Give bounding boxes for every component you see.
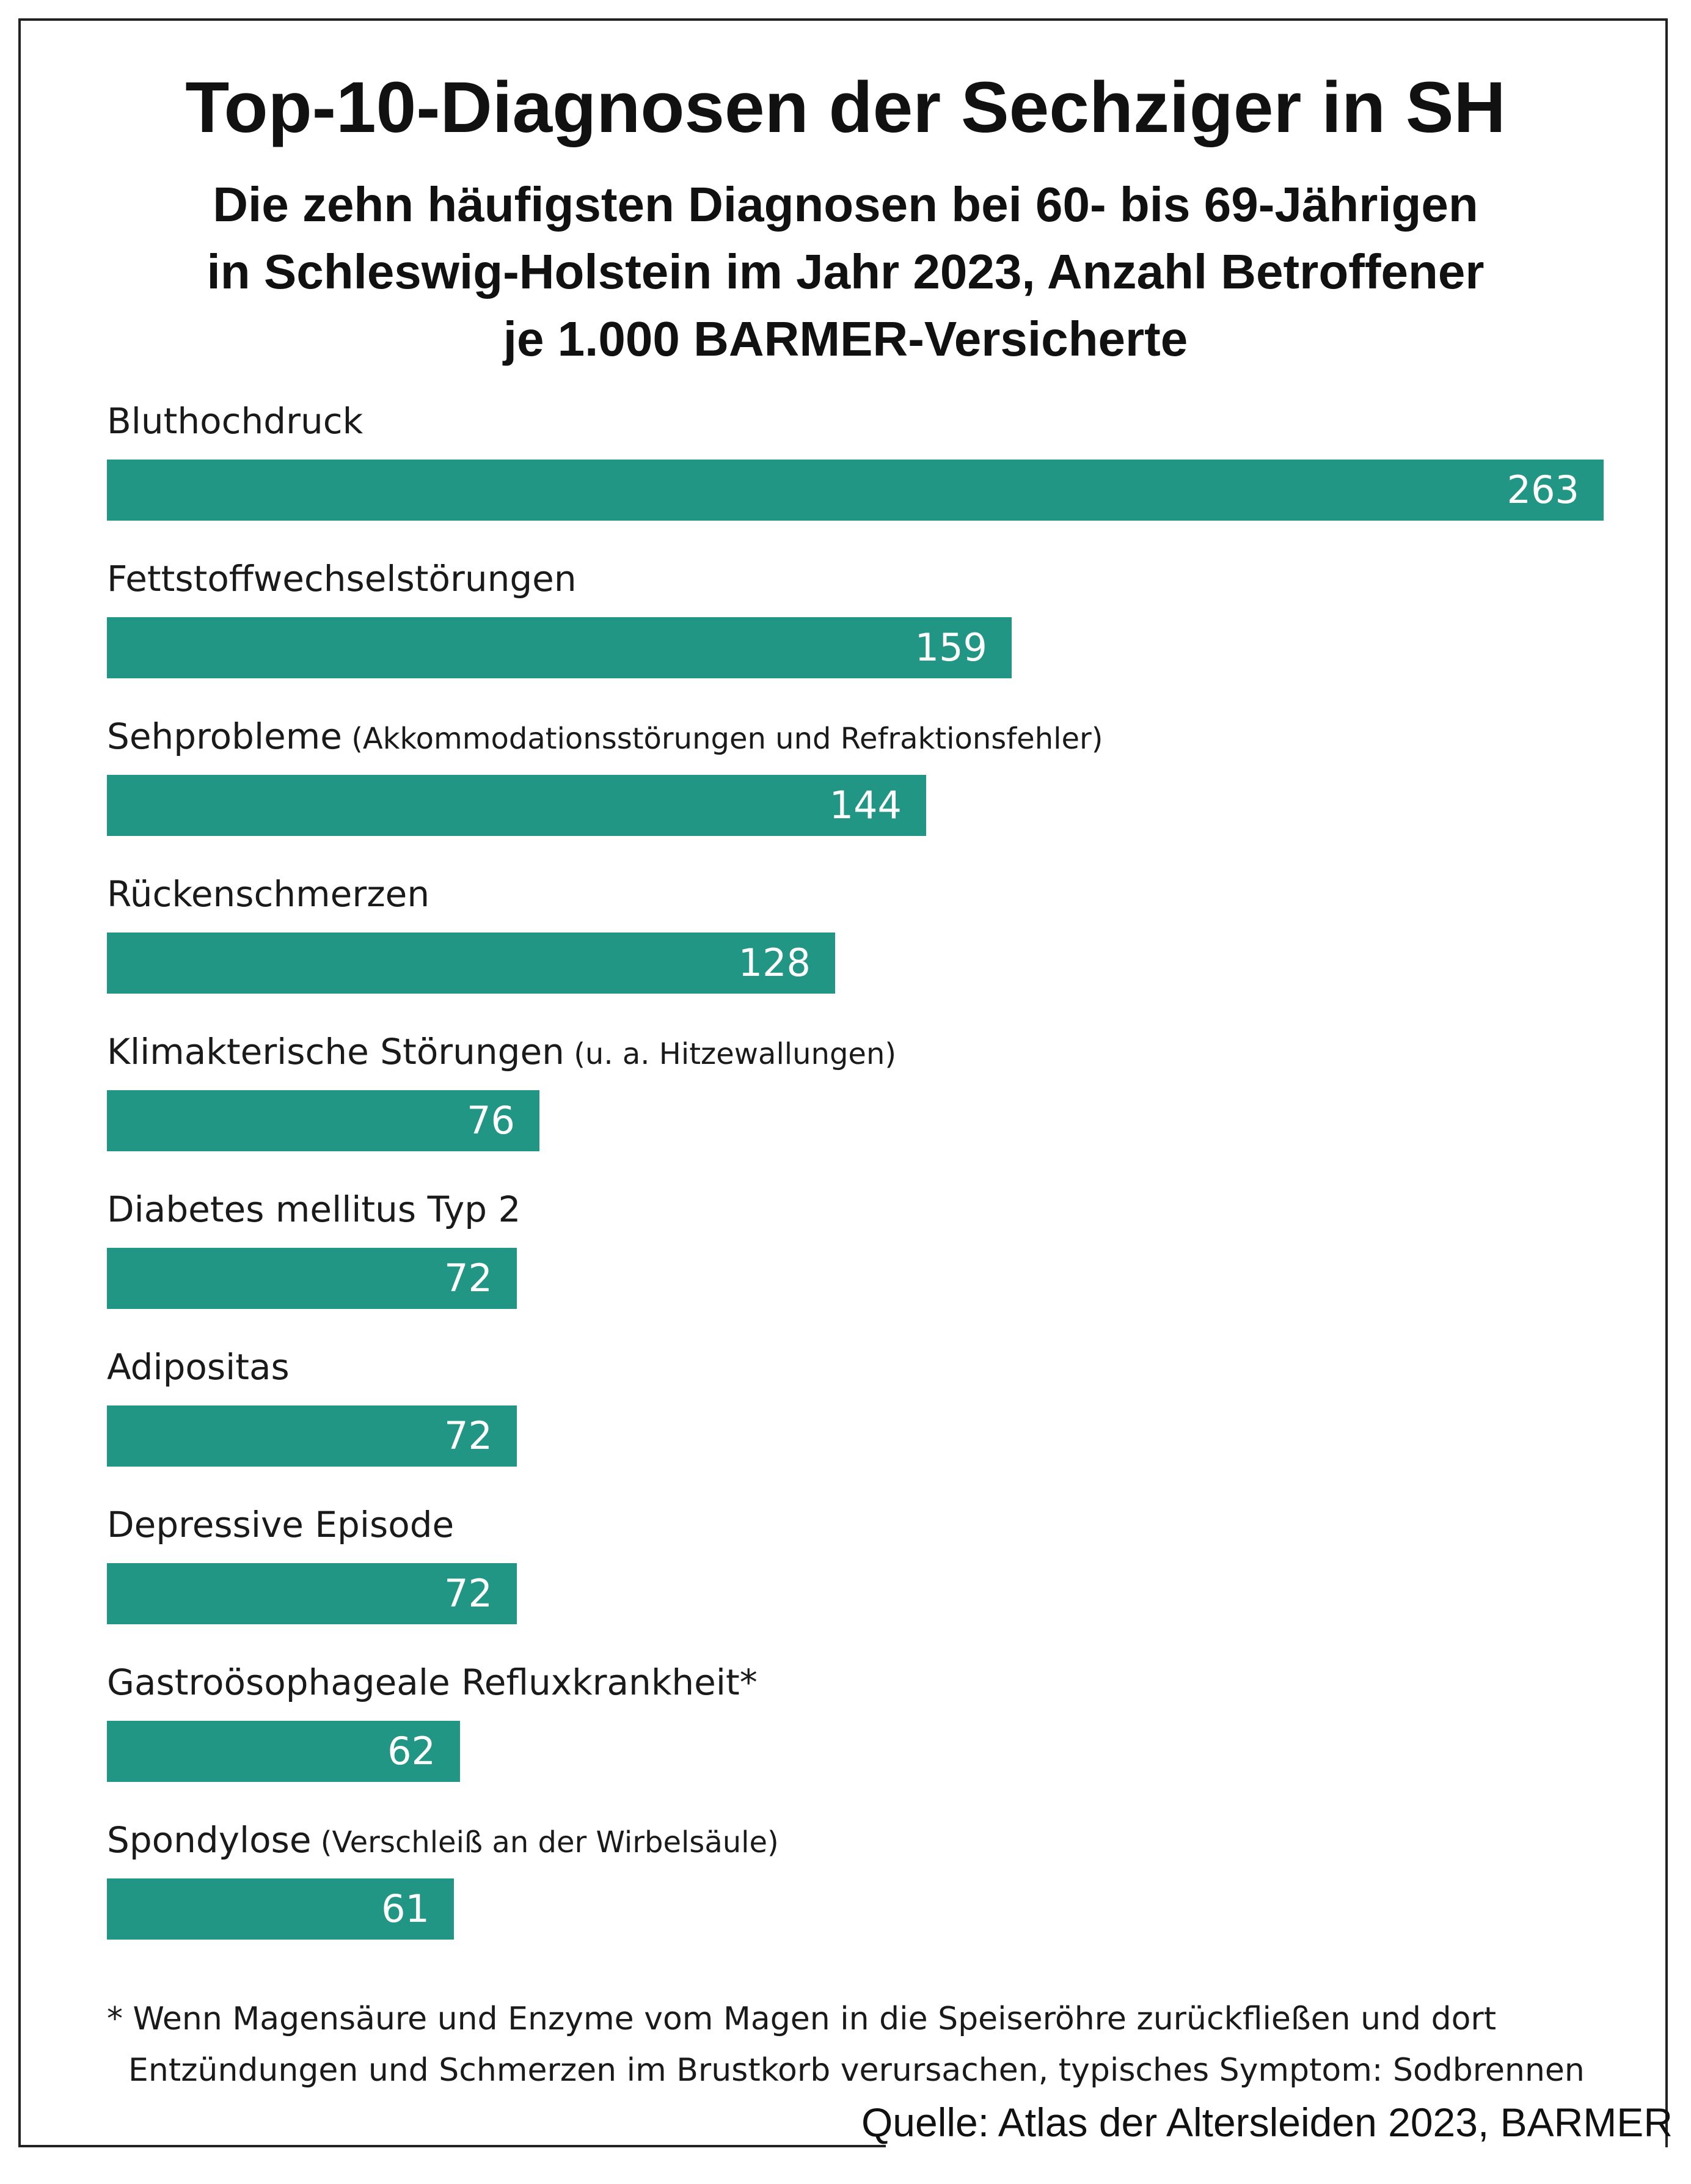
category-label: Sehprobleme (Akkommodationsstörungen und… <box>107 719 1103 754</box>
bar-value-label: 263 <box>1507 467 1579 512</box>
bar-value-label: 72 <box>444 1571 492 1616</box>
category-name: Klimakterische Störungen <box>107 1031 564 1072</box>
category-label: Rückenschmerzen <box>107 876 429 912</box>
category-label: Diabetes mellitus Typ 2 <box>107 1192 520 1227</box>
category-name: Fettstoffwechselstörungen <box>107 558 577 599</box>
category-note: (u. a. Hitzewallungen) <box>564 1037 897 1071</box>
category-label: Depressive Episode <box>107 1507 454 1542</box>
subtitle-line: Die zehn häufigsten Diagnosen bei 60- bi… <box>213 177 1478 232</box>
category-note: (Verschleiß an der Wirbelsäule) <box>311 1825 779 1860</box>
bar-value-label: 144 <box>829 783 902 827</box>
category-name: Adipositas <box>107 1346 290 1388</box>
category-label: Adipositas <box>107 1349 290 1385</box>
category-note: (Akkommodationsstörungen und Refraktions… <box>341 722 1103 756</box>
bar <box>107 1721 460 1782</box>
bar-value-label: 128 <box>738 940 811 985</box>
bar <box>107 1563 517 1624</box>
bar <box>107 460 1604 521</box>
frame-bottom-line <box>18 2145 886 2147</box>
bar <box>107 1405 517 1467</box>
category-label: Spondylose (Verschleiß an der Wirbelsäul… <box>107 1822 779 1858</box>
category-name: Gastroösophageale Refluxkrankheit* <box>107 1662 758 1703</box>
category-label: Gastroösophageale Refluxkrankheit* <box>107 1665 758 1700</box>
category-name: Bluthochdruck <box>107 400 363 442</box>
bar-value-label: 159 <box>915 625 987 670</box>
chart-frame <box>18 18 1668 2147</box>
category-name: Rückenschmerzen <box>107 873 430 915</box>
chart-subtitle: Die zehn häufigsten Diagnosen bei 60- bi… <box>122 171 1569 373</box>
bar-value-label: 62 <box>387 1729 436 1773</box>
category-label: Bluthochdruck <box>107 403 363 439</box>
subtitle-line: je 1.000 BARMER-Versicherte <box>503 312 1188 366</box>
footnote-line: Entzündungen und Schmerzen im Brustkorb … <box>128 2052 1585 2089</box>
bar-value-label: 76 <box>467 1098 515 1143</box>
subtitle-line: in Schleswig-Holstein im Jahr 2023, Anza… <box>206 244 1485 299</box>
chart-title: Top-10-Diagnosen der Sechziger in SH <box>185 67 1506 148</box>
category-name: Depressive Episode <box>107 1504 455 1545</box>
footnote-line: * Wenn Magensäure und Enzyme vom Magen i… <box>107 2001 1497 2037</box>
bar <box>107 617 1012 678</box>
bar <box>107 775 926 836</box>
footnote: * Wenn Magensäure und Enzyme vom Magen i… <box>107 1993 1634 2096</box>
category-label: Klimakterische Störungen (u. a. Hitzewal… <box>107 1034 896 1069</box>
bar-value-label: 61 <box>381 1886 429 1931</box>
bar <box>107 933 835 994</box>
category-label: Fettstoffwechselstörungen <box>107 561 577 596</box>
category-name: Spondylose <box>107 1819 312 1861</box>
bar <box>107 1248 517 1309</box>
bar-value-label: 72 <box>444 1413 492 1458</box>
bar <box>107 1878 454 1940</box>
source-credit: Quelle: Atlas der Altersleiden 2023, BAR… <box>861 2100 1673 2145</box>
category-name: Sehprobleme <box>107 716 342 757</box>
category-name: Diabetes mellitus Typ 2 <box>107 1189 521 1230</box>
bar-value-label: 72 <box>444 1256 492 1300</box>
bar <box>107 1090 539 1151</box>
